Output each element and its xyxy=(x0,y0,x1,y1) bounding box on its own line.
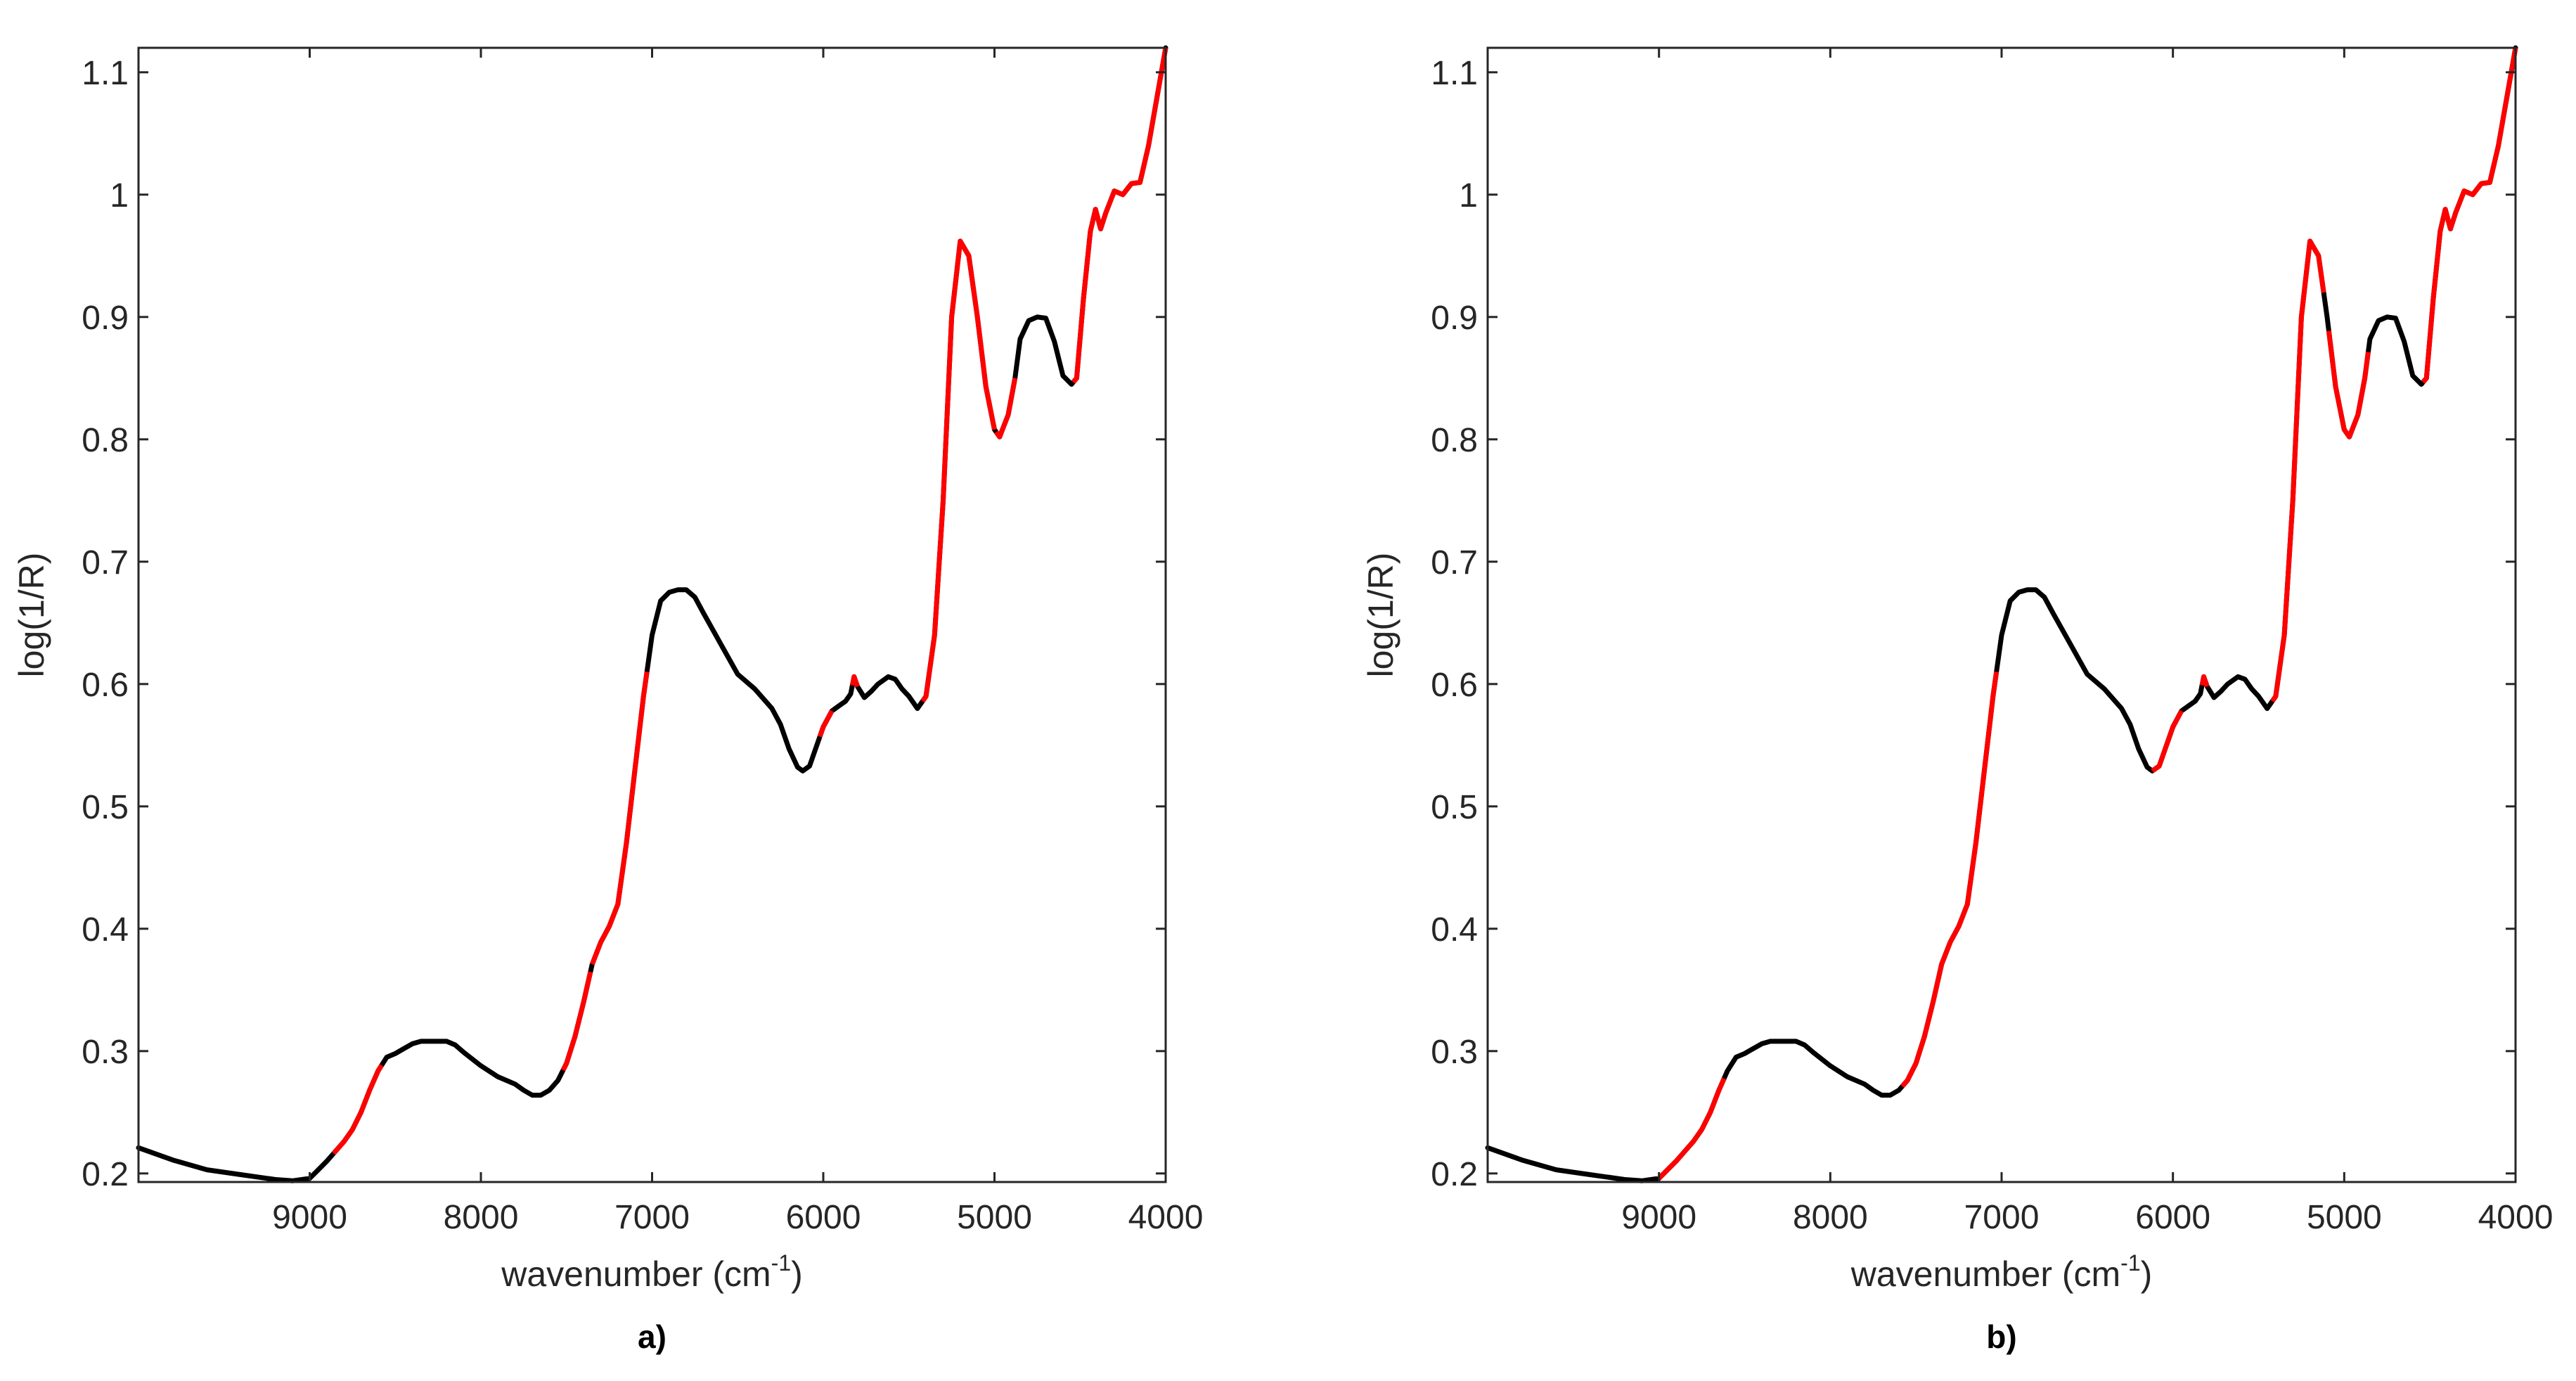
y-axis-label: log(1/R) xyxy=(12,553,51,678)
panel-label-b: b) xyxy=(1986,1318,2016,1355)
x-tick-label: 6000 xyxy=(2135,1199,2210,1236)
x-axis-label: wavenumber (cm-1) xyxy=(1850,1250,2153,1294)
y-tick-label: 0.5 xyxy=(82,789,129,826)
y-tick-label: 0.7 xyxy=(1431,544,1478,582)
spectrum-curve xyxy=(1485,45,2518,1183)
selected-range-line xyxy=(994,378,1018,439)
plot-frame xyxy=(137,46,1167,1183)
y-tick-label: 0.3 xyxy=(1431,1034,1478,1071)
y-tick-label: 0.6 xyxy=(1431,667,1478,704)
y-tick-label: 0.8 xyxy=(1431,422,1478,459)
selected-range-line xyxy=(2270,238,2326,703)
x-tick-label: 4000 xyxy=(1128,1199,1204,1236)
y-tick-label: 0.4 xyxy=(82,911,129,949)
y-tick-label: 0.9 xyxy=(1431,300,1478,337)
panel-label-a: a) xyxy=(638,1318,666,1355)
axis-ticks: 9000 8000 7000 6000 5000 4000 0.2 0.3 0.4 0.5 0.6 0… xyxy=(82,48,1203,1236)
y-tick-label: 1.1 xyxy=(1431,55,1478,92)
y-tick-label: 0.2 xyxy=(82,1156,129,1193)
selected-range-line xyxy=(1657,1077,1727,1181)
x-tick-label: 6000 xyxy=(786,1199,861,1236)
y-tick-label: 0.5 xyxy=(1431,789,1478,826)
spectrum-line xyxy=(136,45,1168,1183)
x-tick-label: 8000 xyxy=(1793,1199,1868,1236)
selected-range-line xyxy=(590,671,650,965)
selected-range-line xyxy=(2421,47,2518,384)
x-tick-label: 7000 xyxy=(614,1199,690,1236)
y-tick-label: 0.2 xyxy=(1431,1156,1478,1193)
selected-range-line xyxy=(1071,47,1168,384)
panel-b: 9000 8000 7000 6000 5000 4000 0.2 0.3 0.4 0.5 0.6 0… xyxy=(1361,45,2553,1355)
selected-range-line xyxy=(560,971,593,1072)
y-tick-label: 0.9 xyxy=(82,300,129,337)
plot-frame xyxy=(1486,46,2517,1183)
x-tick-label: 7000 xyxy=(1964,1199,2040,1236)
spectrum-curve xyxy=(136,45,1168,1183)
spectrum-line xyxy=(1485,45,2518,1183)
panel-a: 9000 8000 7000 6000 5000 4000 0.2 0.3 0.4 0.5 0.6 0… xyxy=(12,45,1203,1355)
selected-range-line xyxy=(817,709,835,738)
x-tick-label: 9000 xyxy=(272,1199,347,1236)
x-tick-label: 4000 xyxy=(2478,1199,2554,1236)
selected-range-line xyxy=(849,674,861,688)
y-tick-label: 1.1 xyxy=(82,55,129,92)
x-tick-label: 5000 xyxy=(2307,1199,2382,1236)
y-tick-label: 1 xyxy=(110,177,129,214)
selected-range-line xyxy=(2326,330,2371,439)
x-tick-label: 8000 xyxy=(444,1199,519,1236)
x-tick-label: 9000 xyxy=(1621,1199,1696,1236)
y-tick-label: 0.3 xyxy=(82,1034,129,1071)
y-tick-label: 0.4 xyxy=(1431,911,1478,949)
y-tick-label: 0.7 xyxy=(82,544,129,582)
selected-range-line xyxy=(331,1064,384,1155)
selected-range-line xyxy=(2151,709,2184,773)
x-axis-label: wavenumber (cm-1) xyxy=(501,1250,803,1294)
selected-range-line xyxy=(2199,674,2210,688)
y-tick-label: 1 xyxy=(1459,177,1478,214)
selected-range-line xyxy=(1900,671,1999,1088)
y-tick-label: 0.6 xyxy=(82,667,129,704)
y-axis-label: log(1/R) xyxy=(1361,553,1400,678)
axis-ticks: 9000 8000 7000 6000 5000 4000 0.2 0.3 0.4 0.5 0.6 0… xyxy=(1431,48,2553,1236)
x-tick-label: 5000 xyxy=(957,1199,1032,1236)
selected-range-line xyxy=(920,238,997,703)
y-tick-label: 0.8 xyxy=(82,422,129,459)
